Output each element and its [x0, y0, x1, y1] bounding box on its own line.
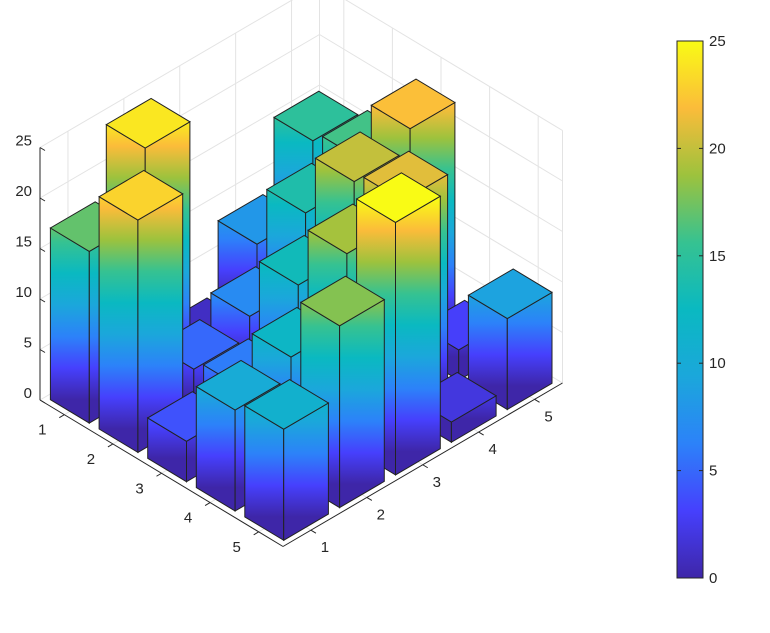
y-tick-label: 4 — [488, 441, 496, 458]
colorbar-tick-label: 10 — [709, 355, 726, 372]
bar-face-top — [467, 268, 553, 320]
x-tick-mark — [253, 531, 259, 536]
y-tick-mark — [478, 431, 484, 436]
colorbar-ticks: 0 5 10 15 20 25 — [677, 33, 726, 587]
axes-layer: 0 5 10 15 20 25 1 2 3 4 5 1 2 3 4 5 — [15, 133, 563, 556]
x-tick-mark — [59, 414, 65, 419]
x-tick-label: 2 — [87, 451, 95, 468]
colorbar-tick-label: 25 — [709, 33, 726, 50]
bar-face-top — [105, 97, 191, 149]
z-tick-mark — [39, 298, 46, 303]
y-tick-mark — [366, 497, 373, 501]
bar-face-side — [339, 298, 385, 509]
x-tick-mark — [107, 443, 114, 448]
x-tick-mark — [156, 472, 162, 477]
z-tick-label: 20 — [15, 183, 32, 200]
bars-layer — [49, 78, 553, 542]
bar-face-side — [395, 195, 441, 476]
bar-face-top — [370, 78, 456, 130]
z-tick-mark — [39, 248, 46, 252]
bar-face-front — [98, 195, 139, 454]
bar-x5-y1 — [243, 379, 330, 542]
bar-face-top — [314, 131, 400, 183]
z-tick-mark — [39, 147, 46, 151]
colorbar-tick-label: 5 — [709, 463, 717, 480]
colorbar-tick-label: 20 — [709, 140, 726, 157]
colorbar: 0 5 10 15 20 25 — [676, 33, 726, 587]
z-tick-label: 0 — [24, 385, 32, 402]
z-tick-label: 15 — [15, 234, 32, 251]
bar-face-top — [195, 359, 281, 411]
y-tick-mark — [422, 464, 429, 469]
z-tick-mark — [39, 197, 46, 202]
z-tick-mark — [39, 349, 46, 353]
x-tick-label: 3 — [135, 480, 143, 497]
z-tick-label: 5 — [24, 335, 32, 352]
bar-face-top — [243, 379, 330, 430]
y-tick-label: 5 — [544, 408, 552, 425]
y-tick-label: 2 — [377, 506, 385, 523]
bar-x2-y1 — [98, 169, 184, 454]
x-tick-label: 4 — [184, 510, 192, 527]
bar-face-top — [355, 172, 442, 223]
colorbar-tick-label: 15 — [709, 248, 726, 265]
z-tick-label: 10 — [15, 284, 32, 301]
bar-face-top — [273, 90, 359, 142]
y-tick-label: 1 — [321, 539, 329, 556]
bar-x5-y5 — [467, 268, 553, 411]
x-tick-label: 5 — [233, 539, 241, 556]
x-tick-mark — [204, 502, 211, 506]
y-tick-label: 3 — [433, 474, 441, 491]
bar-face-top — [98, 169, 184, 221]
colorbar-gradient — [676, 40, 704, 579]
x-tick-label: 1 — [38, 422, 46, 439]
z-tick-label: 25 — [15, 133, 32, 150]
colorbar-tick-label: 0 — [709, 570, 717, 587]
y-tick-mark — [310, 529, 317, 534]
bar-face-top — [299, 275, 386, 327]
y-tick-mark — [534, 398, 540, 403]
bar-face-front — [49, 227, 90, 424]
